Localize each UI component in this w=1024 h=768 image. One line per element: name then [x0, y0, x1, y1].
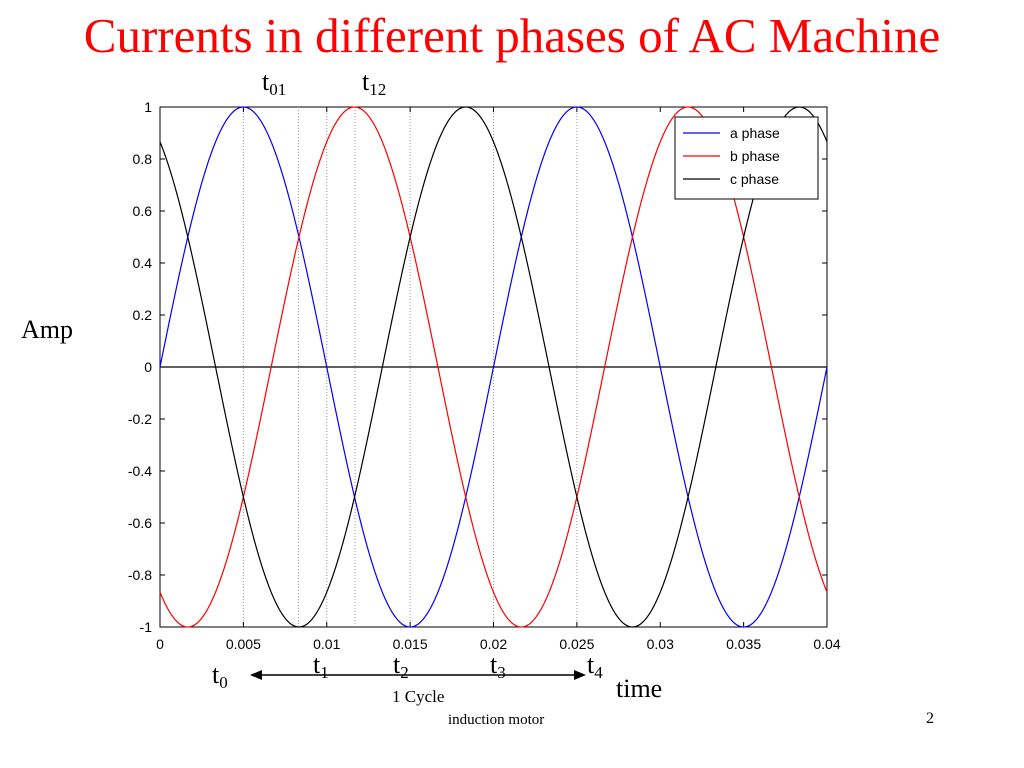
time-marker-label-t0: t0 — [212, 660, 228, 692]
time-marker-label-t4: t4 — [587, 650, 603, 682]
time-marker-label-t3: t3 — [490, 650, 506, 682]
x-tick-label: 0.02 — [480, 636, 507, 652]
cycle-arrow-head-left — [250, 670, 262, 680]
x-tick-label: 0 — [156, 636, 164, 652]
x-tick-label: 0.03 — [647, 636, 674, 652]
y-tick-label: 0.2 — [133, 307, 153, 323]
legend-box — [674, 116, 819, 200]
x-tick-label: 0.035 — [726, 636, 761, 652]
legend-label: b phase — [730, 148, 780, 164]
y-tick-label: -0.8 — [128, 567, 152, 583]
series-line-a-phase — [159, 106, 828, 628]
footer-text: induction motor — [448, 712, 545, 728]
x-axis-label: time — [616, 674, 663, 703]
x-tick-label: 0.04 — [813, 636, 840, 652]
time-marker-label-t2: t2 — [393, 650, 409, 682]
y-tick-label: -1 — [140, 619, 153, 635]
y-tick-label: 0 — [144, 359, 152, 375]
y-tick-label: -0.6 — [128, 515, 152, 531]
legend-label: c phase — [730, 171, 779, 187]
cycle-label: 1 Cycle — [392, 687, 445, 706]
page-number: 2 — [926, 710, 934, 727]
time-marker-label-t01: t01 — [262, 67, 287, 99]
series-line-c-phase — [159, 106, 828, 628]
cycle-arrow-head-right — [574, 670, 586, 680]
y-tick-label: -0.2 — [128, 411, 152, 427]
slide-title: Currents in different phases of AC Machi… — [83, 8, 941, 63]
y-tick-label: 0.8 — [133, 151, 153, 167]
legend-label: a phase — [730, 125, 780, 141]
y-tick-label: 0.4 — [133, 255, 153, 271]
y-tick-label: 1 — [144, 99, 152, 115]
x-tick-label: 0.01 — [313, 636, 340, 652]
y-tick-label: 0.6 — [133, 203, 153, 219]
y-tick-label: -0.4 — [128, 463, 152, 479]
y-axis-label: Amp — [21, 315, 73, 344]
time-marker-label-t1: t1 — [313, 650, 329, 682]
x-tick-label: 0.025 — [559, 636, 594, 652]
time-marker-label-t12: t12 — [362, 67, 387, 99]
x-tick-label: 0.015 — [393, 636, 428, 652]
x-tick-label: 0.005 — [226, 636, 261, 652]
